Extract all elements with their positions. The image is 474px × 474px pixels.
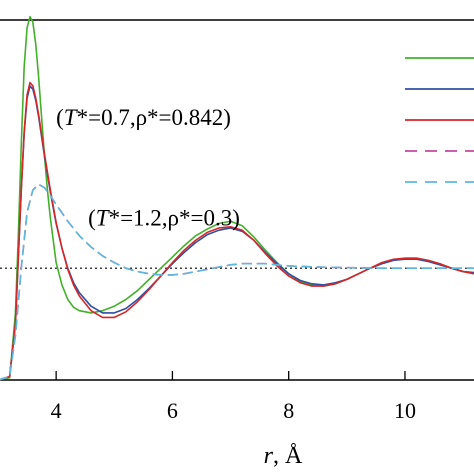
series-lines: [0, 15, 474, 381]
x-tick-label: 10: [394, 398, 416, 423]
plot-frame: [0, 19, 474, 381]
x-axis-label-unit: , Å: [273, 443, 303, 469]
plot-area-border: [0, 19, 474, 381]
annotations: (T*=0.7,ρ*=0.842) (T*=1.2,ρ*=0.3): [56, 105, 240, 231]
x-axis-label: r, Å: [264, 443, 303, 469]
x-axis-label-variable: r: [264, 443, 274, 469]
x-tick-label: 6: [167, 398, 178, 423]
series-line-1: [0, 15, 474, 381]
series-line-3: [0, 81, 474, 381]
annotation-1: (T*=0.7,ρ*=0.842): [56, 105, 231, 130]
annotation-2: (T*=1.2,ρ*=0.3): [88, 206, 240, 231]
x-tick-label: 8: [283, 398, 294, 423]
legend: [405, 57, 474, 183]
series-line-5: [0, 183, 474, 381]
x-axis-ticks: 4 6 8 10: [51, 371, 416, 423]
x-tick-label: 4: [51, 398, 62, 423]
